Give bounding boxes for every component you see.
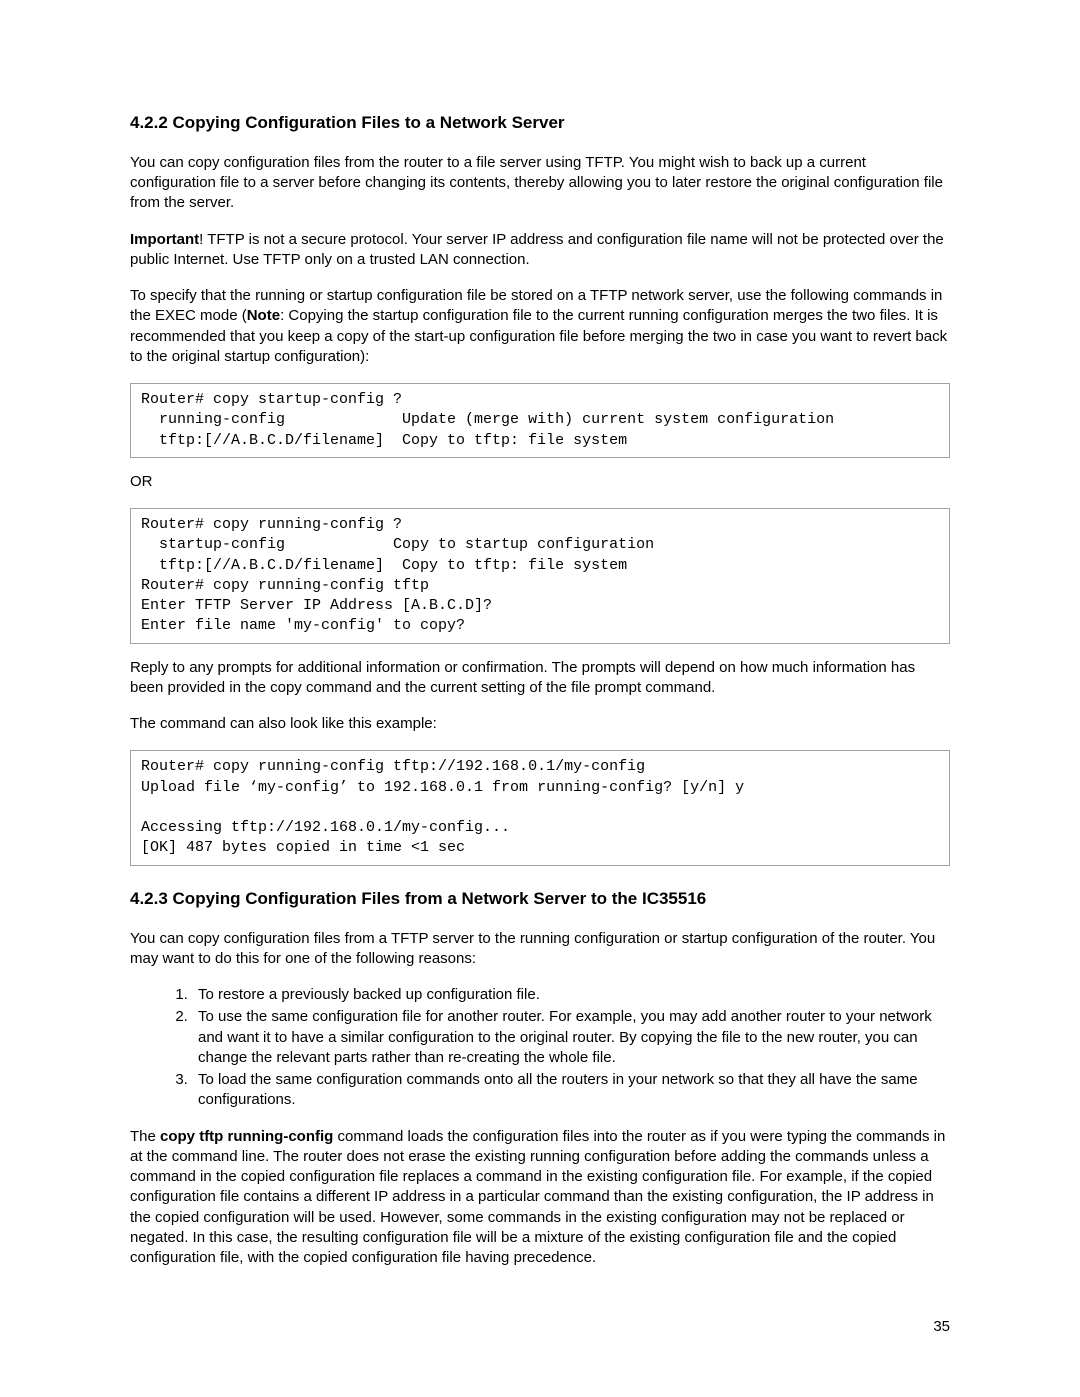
note-label: Note bbox=[247, 307, 280, 324]
document-page: 4.2.2 Copying Configuration Files to a N… bbox=[0, 0, 1080, 1397]
or-separator: OR bbox=[130, 472, 950, 492]
list-item: To load the same configuration commands … bbox=[192, 1070, 950, 1111]
section-423-para2-a: The bbox=[130, 1128, 160, 1145]
list-item: To use the same configuration file for a… bbox=[192, 1007, 950, 1068]
section-422-para2-body: ! TFTP is not a secure protocol. Your se… bbox=[130, 231, 944, 268]
section-423-list: To restore a previously backed up config… bbox=[130, 985, 950, 1111]
code-block-2: Router# copy running-config ? startup-co… bbox=[130, 508, 950, 644]
page-number: 35 bbox=[933, 1317, 950, 1337]
important-label: Important bbox=[130, 231, 199, 248]
section-423-heading: 4.2.3 Copying Configuration Files from a… bbox=[130, 888, 950, 911]
code-block-3: Router# copy running-config tftp://192.1… bbox=[130, 750, 950, 865]
section-422-para1: You can copy configuration files from th… bbox=[130, 153, 950, 214]
copy-tftp-command-label: copy tftp running-config bbox=[160, 1128, 333, 1145]
section-422-para2: Important! TFTP is not a secure protocol… bbox=[130, 230, 950, 271]
section-423-para1: You can copy configuration files from a … bbox=[130, 929, 950, 970]
section-422-para4: Reply to any prompts for additional info… bbox=[130, 658, 950, 699]
list-item: To restore a previously backed up config… bbox=[192, 985, 950, 1005]
section-423-para2-b: command loads the configuration files in… bbox=[130, 1128, 945, 1267]
section-422-para3: To specify that the running or startup c… bbox=[130, 286, 950, 367]
section-422-para5: The command can also look like this exam… bbox=[130, 714, 950, 734]
section-422-heading: 4.2.2 Copying Configuration Files to a N… bbox=[130, 112, 950, 135]
section-423-para2: The copy tftp running-config command loa… bbox=[130, 1127, 950, 1269]
code-block-1: Router# copy startup-config ? running-co… bbox=[130, 383, 950, 458]
